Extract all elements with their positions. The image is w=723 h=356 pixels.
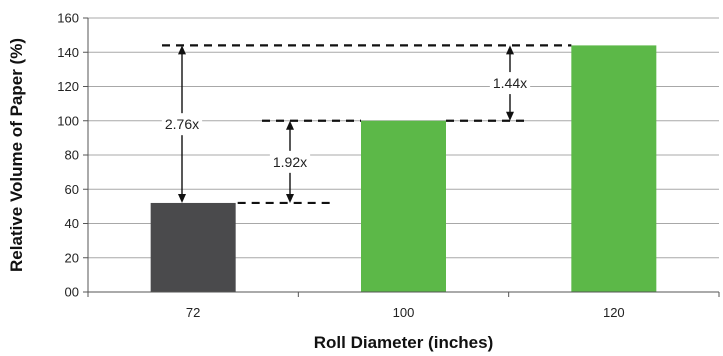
y-axis-ticks: 00 20 40 60 80 100 120 140 160 <box>57 11 88 300</box>
bar <box>571 45 657 293</box>
arrowhead <box>178 193 186 203</box>
arrowhead <box>506 111 514 121</box>
annotation-label-bg <box>489 74 531 93</box>
annotation-label: 2.76x <box>165 116 199 132</box>
y-tick-label: 100 <box>57 113 79 128</box>
y-tick-label: 120 <box>57 79 79 94</box>
annotation-label-bg <box>161 115 203 134</box>
y-tick-label: 140 <box>57 45 79 60</box>
annotation-label-bg <box>269 152 311 171</box>
arrowhead <box>286 120 294 130</box>
x-axis-ticks: 72 100 120 <box>87 292 720 320</box>
y-tick-label: 160 <box>57 11 79 26</box>
bar <box>150 202 236 292</box>
annotation-label: 1.92x <box>273 154 307 170</box>
arrowhead <box>286 193 294 203</box>
y-tick-label: 40 <box>65 216 79 231</box>
y-tick-label: 00 <box>65 285 79 300</box>
x-tick-label: 72 <box>186 305 200 320</box>
y-tick-label: 60 <box>65 182 79 197</box>
bar <box>361 120 446 292</box>
annotations: 2.76x 1.92x 1.44x <box>161 44 572 205</box>
x-tick-label: 100 <box>393 305 415 320</box>
arrowhead <box>178 45 186 55</box>
annotation-label: 1.44x <box>493 75 527 91</box>
x-axis-title: Roll Diameter (inches) <box>314 333 494 352</box>
x-tick-label: 120 <box>603 305 625 320</box>
y-axis-title: Relative Volume of Paper (%) <box>7 38 26 272</box>
arrowhead <box>506 45 514 55</box>
y-tick-label: 80 <box>65 148 79 163</box>
y-tick-label: 20 <box>65 250 79 265</box>
bars <box>150 45 657 293</box>
